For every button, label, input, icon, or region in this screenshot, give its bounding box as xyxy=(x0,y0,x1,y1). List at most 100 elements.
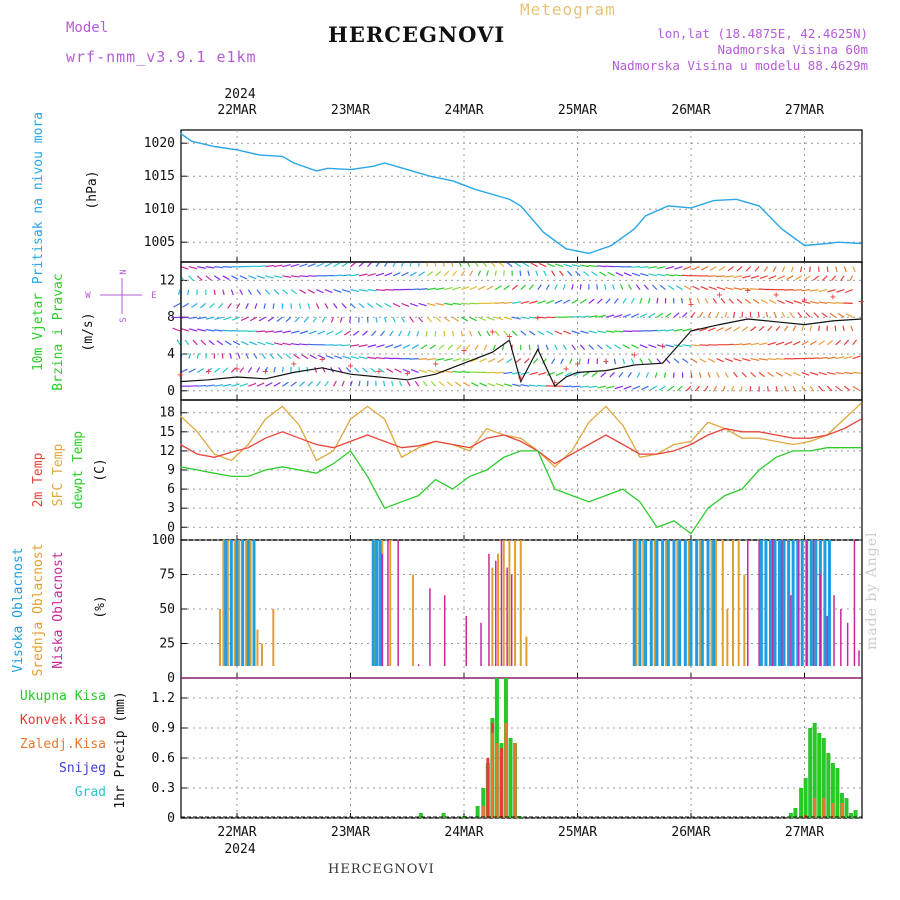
wind-arrow xyxy=(699,358,707,363)
wind-arrow xyxy=(375,357,385,360)
wind-arrow xyxy=(290,303,293,309)
wind-arrow xyxy=(528,384,538,387)
wind-arrow xyxy=(827,371,836,375)
wind-arrow xyxy=(222,367,229,373)
wind-arrow xyxy=(454,381,462,387)
wind-arrow xyxy=(703,385,709,392)
wind-arrow xyxy=(852,266,856,273)
y-tick-label: 1.2 xyxy=(152,691,175,706)
pressure-line xyxy=(179,132,862,255)
wind-arrow xyxy=(401,316,405,323)
precip-bar xyxy=(803,778,808,818)
panel-frame xyxy=(180,677,863,819)
wind-arrow xyxy=(622,313,631,318)
gust-marker: + xyxy=(801,295,807,306)
wind-arrow xyxy=(471,382,479,387)
wind-arrow xyxy=(792,340,801,346)
wind-arrow xyxy=(656,329,666,332)
bottom-year-label: 2024 xyxy=(224,842,255,857)
wind-arrow xyxy=(822,275,828,281)
wind-arrow xyxy=(239,275,248,280)
wind-arrow xyxy=(273,330,283,334)
wind-arrow xyxy=(614,385,624,390)
wind-arrow xyxy=(469,316,477,322)
wind-arrow xyxy=(222,383,232,387)
wind-arrow xyxy=(435,302,445,306)
wind-arrow xyxy=(483,344,488,351)
wind-arrow xyxy=(818,385,824,392)
wind-arrow xyxy=(200,302,207,309)
wind-arrow xyxy=(435,270,442,277)
wind-arrow xyxy=(205,353,208,359)
precip-bar xyxy=(821,738,826,818)
wind-arrow xyxy=(605,330,615,333)
wind-arrow xyxy=(394,368,402,373)
wind-arrow xyxy=(654,372,658,378)
wind-arrow xyxy=(245,303,249,309)
wind-arrow xyxy=(222,275,230,281)
wind-arrow xyxy=(716,327,724,332)
wind-arrow xyxy=(299,275,309,278)
y-tick-label: 6 xyxy=(167,482,175,497)
wind-arrow xyxy=(324,380,329,387)
wind-arrow xyxy=(835,302,845,304)
wind-arrow xyxy=(801,325,805,332)
wind-arrow xyxy=(674,266,683,270)
wind-arrow xyxy=(273,264,283,268)
precip-bar xyxy=(418,813,423,818)
wind-arrow xyxy=(720,298,726,304)
wind-arrow xyxy=(341,274,351,277)
wind-arrow xyxy=(452,286,461,291)
wind-arrow xyxy=(768,275,777,280)
wind-arrow xyxy=(197,328,206,332)
wind-arrow xyxy=(614,344,621,350)
wind-arrow xyxy=(683,266,692,270)
wind-arrow xyxy=(192,339,198,346)
wind-arrow xyxy=(253,353,258,359)
top-year-label: 2024 xyxy=(224,87,255,102)
wind-arrow xyxy=(384,357,394,360)
wind-arrow xyxy=(744,298,751,304)
wind-arrow xyxy=(707,358,716,363)
wind-arrow xyxy=(716,358,725,363)
precip-bar xyxy=(441,813,446,818)
wind-arrow xyxy=(191,302,198,309)
wind-arrow xyxy=(522,262,530,268)
wind-arrow xyxy=(282,289,289,295)
wind-arrow xyxy=(648,273,658,277)
wind-arrow xyxy=(784,385,788,392)
wind-arrow xyxy=(350,344,360,347)
wind-arrow xyxy=(350,273,360,277)
wind-arrow xyxy=(588,315,598,318)
wind-arrow xyxy=(611,284,615,290)
wind-arrow xyxy=(240,316,249,321)
wind-arrow xyxy=(745,266,752,272)
wind-arrow xyxy=(528,330,536,336)
wind-arrow xyxy=(520,284,526,291)
wind-arrow xyxy=(741,287,751,291)
wind-arrow xyxy=(273,275,283,279)
wind-arrow xyxy=(562,284,566,290)
precip-legend-entry: Grad xyxy=(75,785,106,800)
wind-arrow xyxy=(261,353,266,359)
wind-arrow xyxy=(618,372,624,378)
wind-arrow xyxy=(844,355,853,360)
wind-arrow xyxy=(205,328,215,332)
wind-arrow xyxy=(214,316,223,321)
wind-arrow xyxy=(443,286,453,291)
wind-arrow xyxy=(265,341,275,346)
pressure-unit: (hPa) xyxy=(85,170,100,209)
wind-arrow xyxy=(685,385,692,392)
top-day-label: 22MAR xyxy=(217,103,256,118)
wind-arrow xyxy=(208,340,215,346)
wind-arrow xyxy=(231,275,239,280)
wind-arrow xyxy=(562,344,567,351)
wind-arrow xyxy=(546,371,556,376)
wind-arrow xyxy=(647,358,653,364)
wind-arrow xyxy=(325,354,334,360)
wind-arrow xyxy=(426,358,436,361)
precip-bar xyxy=(793,808,798,818)
wind-arrow xyxy=(554,299,563,304)
wind-arrow xyxy=(341,289,351,293)
gust-marker: + xyxy=(433,359,439,370)
